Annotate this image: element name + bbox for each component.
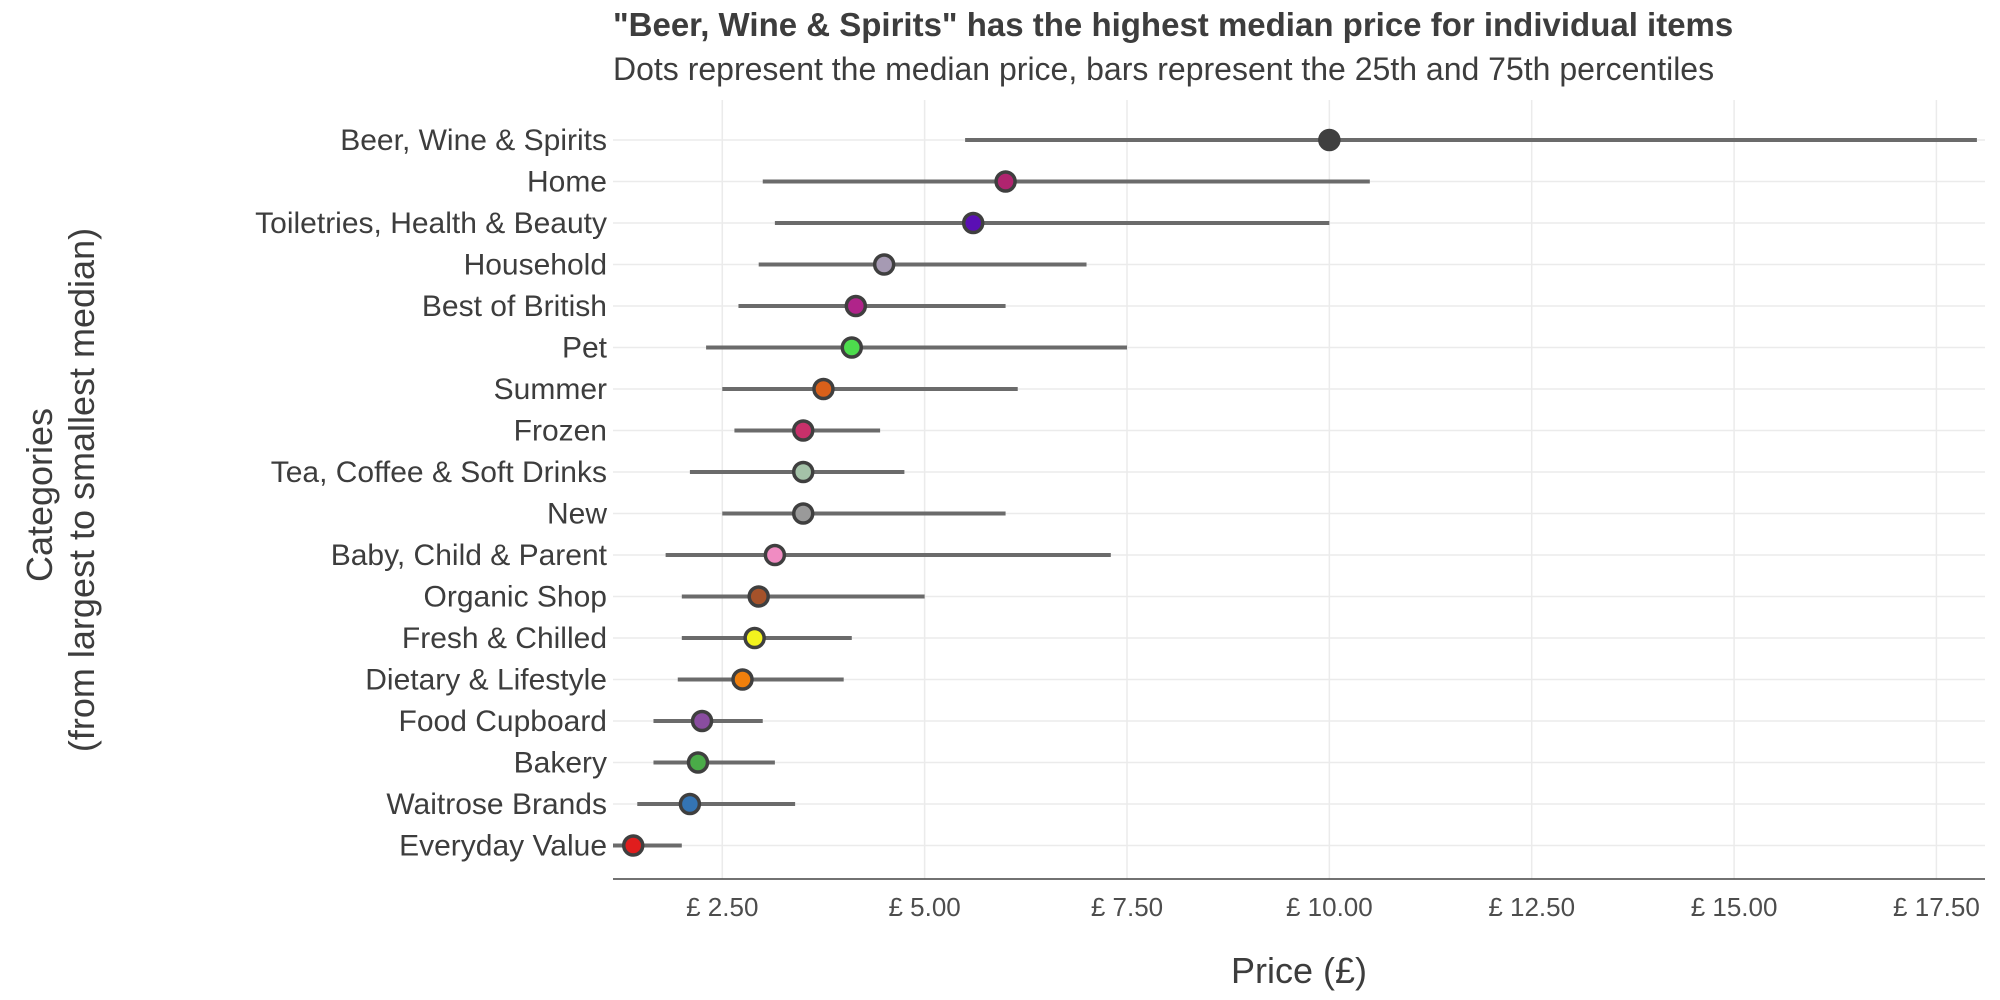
category-label: New bbox=[547, 498, 607, 531]
median-dot bbox=[791, 502, 815, 525]
median-dot bbox=[872, 253, 896, 276]
x-tick-label: £ 17.50 bbox=[1893, 892, 1980, 922]
category-label: Organic Shop bbox=[424, 581, 607, 614]
category-label: Home bbox=[527, 166, 607, 199]
median-dot bbox=[844, 294, 868, 318]
y-axis-title-line-2: (from largest to smallest median) bbox=[61, 228, 102, 752]
category-label: Frozen bbox=[514, 415, 607, 448]
median-dot bbox=[791, 460, 815, 484]
y-axis-title-line-1: Categories bbox=[19, 408, 60, 582]
chart-subtitle: Dots represent the median price, bars re… bbox=[613, 51, 1715, 87]
median-dot bbox=[763, 543, 787, 567]
x-tick-labels: £ 2.50 £ 5.00 £ 7.50 £ 10.00 £ 12.50 £ 15.00 £… bbox=[686, 892, 1980, 922]
category-labels: Beer, Wine & Spirits Home Toiletries, Heal… bbox=[255, 124, 608, 863]
category-label: Everyday Value bbox=[399, 830, 607, 863]
category-label: Bakery bbox=[514, 747, 607, 780]
median-dot bbox=[690, 709, 714, 733]
category-label: Fresh & Chilled bbox=[402, 622, 607, 655]
median-dot bbox=[994, 170, 1017, 193]
chart-title: "Beer, Wine & Spirits" has the highest m… bbox=[613, 6, 1734, 43]
x-axis-title: Price (£) bbox=[1231, 950, 1367, 991]
category-label: Tea, Coffee & Soft Drinks bbox=[271, 456, 607, 489]
median-dot bbox=[840, 336, 864, 359]
y-axis-title: Categories (from largest to smallest med… bbox=[19, 228, 102, 752]
category-label: Waitrose Brands bbox=[386, 788, 607, 821]
category-label: Dietary & Lifestyle bbox=[365, 664, 607, 697]
median-dot bbox=[747, 585, 770, 608]
x-tick-label: £ 7.50 bbox=[1091, 892, 1163, 922]
median-dot bbox=[678, 792, 702, 816]
grid-layer bbox=[613, 100, 1985, 879]
median-dot bbox=[812, 377, 835, 401]
median-dot bbox=[686, 751, 710, 774]
category-label: Toiletries, Health & Beauty bbox=[255, 207, 607, 240]
category-label: Best of British bbox=[422, 290, 607, 323]
category-label: Baby, Child & Parent bbox=[331, 539, 608, 572]
median-dot bbox=[743, 626, 766, 650]
x-tick-label: £ 2.50 bbox=[686, 892, 758, 922]
x-tick-label: £ 12.50 bbox=[1488, 892, 1575, 922]
median-dot bbox=[961, 211, 985, 235]
range-bars bbox=[613, 138, 1977, 848]
category-label: Food Cupboard bbox=[399, 705, 607, 738]
median-dot bbox=[791, 419, 815, 442]
x-tick-label: £ 5.00 bbox=[888, 892, 960, 922]
category-label: Household bbox=[464, 249, 607, 282]
median-dot bbox=[1318, 128, 1341, 152]
category-label: Beer, Wine & Spirits bbox=[340, 124, 607, 157]
median-dot bbox=[731, 668, 754, 691]
category-label: Summer bbox=[494, 373, 607, 406]
median-dots bbox=[621, 128, 1341, 857]
category-label: Pet bbox=[562, 332, 608, 365]
median-dot bbox=[621, 834, 645, 857]
x-tick-label: £ 15.00 bbox=[1691, 892, 1778, 922]
x-tick-label: £ 10.00 bbox=[1286, 892, 1373, 922]
